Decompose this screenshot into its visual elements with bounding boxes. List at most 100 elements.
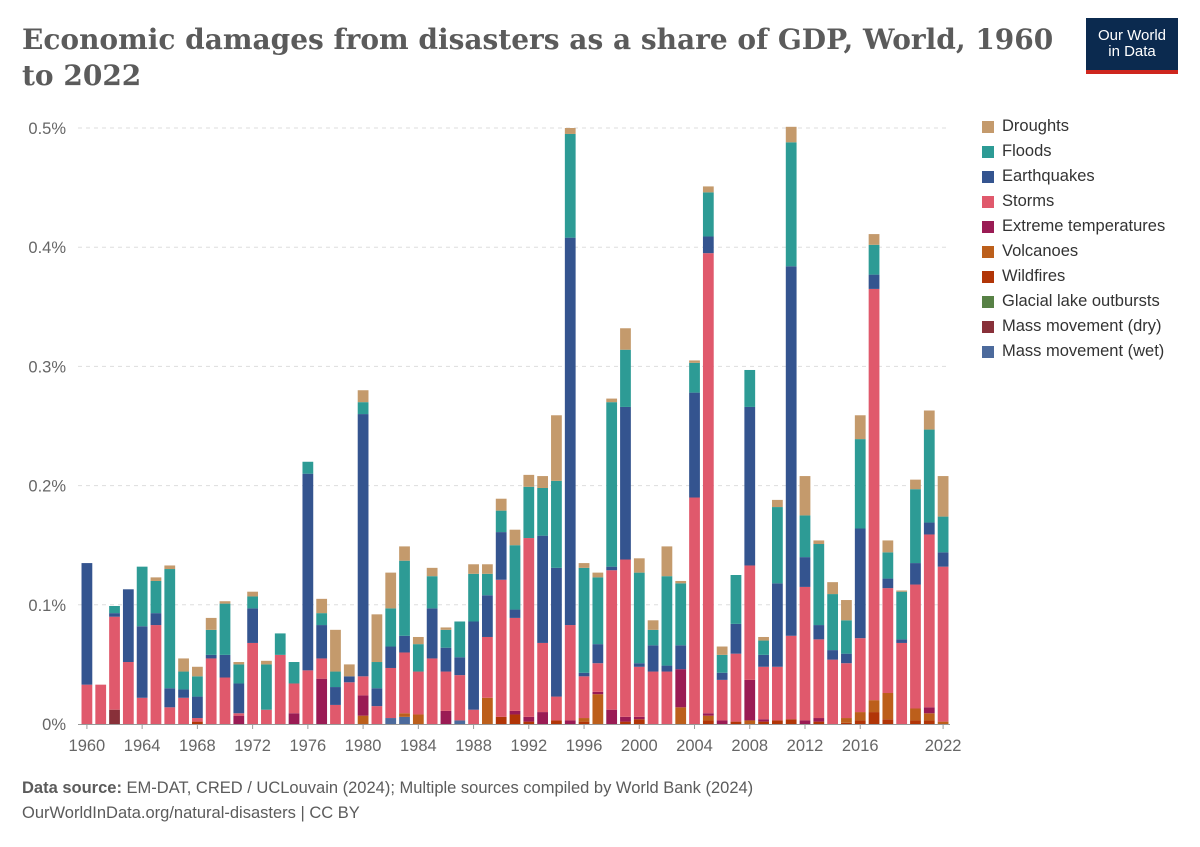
bar-segment[interactable]: 1982 · Storms: 0.042%	[385, 667, 397, 719]
bar-segment[interactable]: 1987 · Storms: 0.038%	[454, 675, 466, 721]
bar-segment[interactable]: 2005 · Volcanoes: 0.004%	[702, 715, 714, 721]
bar-segment[interactable]: 1971 · Extreme temperatures: 0.007%	[233, 715, 245, 724]
bar-segment[interactable]: 2000 · Floods: 0.076%	[633, 572, 645, 664]
bar-segment[interactable]: 2001 · Earthquakes: 0.022%	[647, 645, 659, 672]
bar-segment[interactable]: 2022 · Floods: 0.03%	[937, 516, 949, 553]
bar-segment[interactable]: 2004 · Floods: 0.025%	[689, 362, 700, 393]
bar-segment[interactable]: 2015 · Volcanoes: 0.004%	[841, 718, 852, 723]
bar-segment[interactable]: 1991 · Storms: 0.078%	[509, 617, 521, 711]
bar-segment[interactable]: 2022 · Earthquakes: 0.012%	[937, 552, 949, 567]
bar-segment[interactable]: 2001 · Floods: 0.013%	[647, 629, 659, 646]
bar-segment[interactable]: 1995 · Earthquakes: 0.325%	[564, 237, 576, 626]
bar-segment[interactable]: 2003 · Droughts: 0.002%	[675, 580, 687, 584]
bar-segment[interactable]: 1964 · Storms: 0.022%	[136, 697, 148, 724]
bar-segment[interactable]: 2021 · Droughts: 0.016%	[923, 410, 935, 430]
bar-segment[interactable]: 2004 · Droughts: 0.002%	[689, 360, 700, 363]
bar-segment[interactable]: 2008 · Extreme temperatures: 0.034%	[744, 679, 756, 721]
bar-segment[interactable]: 1969 · Droughts: 0.01%	[205, 617, 217, 630]
bar-segment[interactable]: 1971 · Storms: 0.002%	[233, 713, 245, 716]
legend-item[interactable]: Droughts	[982, 114, 1192, 139]
bar-segment[interactable]: 2022 · Storms: 0.13%	[937, 566, 949, 722]
legend-item[interactable]: Glacial lake outbursts	[982, 289, 1192, 314]
bar-segment[interactable]: 2006 · Extreme temperatures: 0.003%	[716, 720, 728, 724]
bar-segment[interactable]: 1986 · Extreme temperatures: 0.011%	[440, 710, 452, 724]
bar-segment[interactable]: 2017 · Droughts: 0.009%	[868, 234, 880, 245]
bar-segment[interactable]: 1983 · Floods: 0.063%	[399, 560, 410, 636]
bar-segment[interactable]: 1981 · Floods: 0.022%	[371, 662, 383, 689]
bar-segment[interactable]: 1996 · Earthquakes: 0.003%	[578, 672, 590, 677]
bar-segment[interactable]: 1998 · Earthquakes: 0.003%	[606, 566, 618, 571]
bar-segment[interactable]: 1977 · Floods: 0.01%	[316, 613, 328, 626]
bar-segment[interactable]: 1974 · Floods: 0.018%	[274, 633, 286, 655]
bar-segment[interactable]: 2006 · Storms: 0.034%	[716, 679, 728, 721]
bar-segment[interactable]: 1970 · Droughts: 0.002%	[219, 601, 231, 604]
bar-segment[interactable]: 2010 · Wildfires: 0.003%	[772, 720, 783, 724]
bar-segment[interactable]: 1977 · Droughts: 0.012%	[316, 598, 328, 614]
bar-segment[interactable]: 2012 · Earthquakes: 0.025%	[799, 557, 811, 587]
bar-segment[interactable]: 1999 · Earthquakes: 0.128%	[620, 406, 631, 560]
bar-segment[interactable]: 2005 · Earthquakes: 0.014%	[702, 236, 714, 254]
bar-segment[interactable]: 1990 · Wildfires: 0.006%	[495, 716, 507, 724]
bar-segment[interactable]: 2000 · Droughts: 0.012%	[633, 558, 645, 573]
bar-segment[interactable]: 1983 · Storms: 0.051%	[399, 652, 410, 714]
bar-segment[interactable]: 1990 · Storms: 0.115%	[495, 579, 507, 717]
bar-segment[interactable]: 1989 · Droughts: 0.008%	[482, 564, 493, 574]
bar-segment[interactable]: 1968 · Earthquakes: 0.018%	[192, 696, 203, 719]
bar-segment[interactable]: 2003 · Extreme temperatures: 0.032%	[675, 669, 687, 708]
bar-segment[interactable]: 2016 · Volcanoes: 0.007%	[854, 712, 866, 721]
bar-segment[interactable]: 1987 · Floods: 0.03%	[454, 621, 466, 658]
bar-segment[interactable]: 1980 · Floods: 0.01%	[357, 402, 369, 415]
bar-segment[interactable]: 1990 · Earthquakes: 0.04%	[495, 532, 507, 580]
bar-segment[interactable]: 2003 · Floods: 0.052%	[675, 583, 687, 646]
bar-segment[interactable]: 2010 · Storms: 0.045%	[772, 666, 783, 721]
bar-segment[interactable]: 1995 · Floods: 0.087%	[564, 133, 576, 238]
bar-segment[interactable]: 1988 · Droughts: 0.008%	[468, 564, 479, 574]
bar-segment[interactable]: 1997 · Droughts: 0.004%	[592, 572, 604, 578]
bar-segment[interactable]: 2007 · Earthquakes: 0.025%	[730, 623, 742, 654]
bar-segment[interactable]: 2011 · Storms: 0.07%	[785, 635, 797, 720]
bar-segment[interactable]: 1982 · Droughts: 0.03%	[385, 572, 397, 609]
bar-segment[interactable]: 1978 · Storms: 0.016%	[330, 704, 341, 724]
bar-segment[interactable]: 2021 · Extreme temperatures: 0.005%	[923, 707, 935, 714]
bar-segment[interactable]: 2017 · Volcanoes: 0.01%	[868, 700, 880, 713]
bar-segment[interactable]: 1963 · Storms: 0.052%	[122, 662, 134, 724]
bar-segment[interactable]: 1998 · Droughts: 0.003%	[606, 398, 618, 403]
bar-segment[interactable]: 1997 · Storms: 0.024%	[592, 663, 604, 692]
bar-segment[interactable]: 1970 · Earthquakes: 0.019%	[219, 654, 231, 678]
bar-segment[interactable]: 1970 · Floods: 0.043%	[219, 603, 231, 655]
bar-segment[interactable]: 1980 · Droughts: 0.01%	[357, 390, 369, 403]
bar-segment[interactable]: 2019 · Floods: 0.04%	[896, 591, 908, 640]
bar-segment[interactable]: 2020 · Earthquakes: 0.018%	[910, 563, 921, 585]
bar-segment[interactable]: 1983 · Mass movement (wet): 0.006%	[399, 716, 410, 724]
bar-segment[interactable]: 1962 · Floods: 0.006%	[109, 605, 120, 614]
bar-segment[interactable]: 2012 · Droughts: 0.033%	[799, 476, 811, 516]
bar-segment[interactable]: 2021 · Floods: 0.078%	[923, 429, 935, 523]
bar-segment[interactable]: 2005 · Wildfires: 0.003%	[702, 720, 714, 724]
owid-logo[interactable]: Our World in Data	[1086, 18, 1178, 74]
bar-segment[interactable]: 2014 · Floods: 0.047%	[827, 594, 838, 651]
bar-segment[interactable]: 1992 · Droughts: 0.01%	[523, 474, 535, 487]
bar-segment[interactable]: 2007 · Storms: 0.057%	[730, 653, 742, 722]
bar-segment[interactable]: 1995 · Storms: 0.08%	[564, 625, 576, 721]
bar-segment[interactable]: 2010 · Floods: 0.064%	[772, 507, 783, 584]
bar-segment[interactable]: 1972 · Droughts: 0.004%	[247, 591, 258, 597]
bar-segment[interactable]: 1999 · Extreme temperatures: 0.004%	[620, 716, 631, 722]
bar-segment[interactable]: 2021 · Storms: 0.145%	[923, 534, 935, 708]
bar-segment[interactable]: 2009 · Droughts: 0.003%	[758, 636, 769, 641]
bar-segment[interactable]: 1963 · Earthquakes: 0.061%	[122, 589, 134, 663]
bar-segment[interactable]: 2007 · Floods: 0.041%	[730, 575, 742, 624]
bar-segment[interactable]: 1962 · Earthquakes: 0.003%	[109, 613, 120, 617]
bar-segment[interactable]: 1972 · Earthquakes: 0.029%	[247, 608, 258, 643]
legend-item[interactable]: Storms	[982, 189, 1192, 214]
bar-segment[interactable]: 1998 · Extreme temperatures: 0.012%	[606, 709, 618, 724]
bar-segment[interactable]: 1980 · Earthquakes: 0.22%	[357, 414, 369, 677]
bar-segment[interactable]: 2014 · Storms: 0.054%	[827, 659, 838, 724]
bar-segment[interactable]: 2018 · Earthquakes: 0.008%	[882, 578, 894, 589]
bar-segment[interactable]: 2009 · Wildfires: 0.002%	[758, 721, 769, 724]
bar-segment[interactable]: 1999 · Wildfires: 0.002%	[620, 721, 631, 724]
bar-segment[interactable]: 1989 · Volcanoes: 0.022%	[482, 697, 493, 724]
bar-segment[interactable]: 1988 · Storms: 0.012%	[468, 709, 479, 724]
bar-segment[interactable]: 2000 · Earthquakes: 0.003%	[633, 663, 645, 667]
bar-segment[interactable]: 1983 · Volcanoes: 0.003%	[399, 713, 410, 717]
bar-segment[interactable]: 2019 · Droughts: 0.001%	[896, 590, 908, 592]
